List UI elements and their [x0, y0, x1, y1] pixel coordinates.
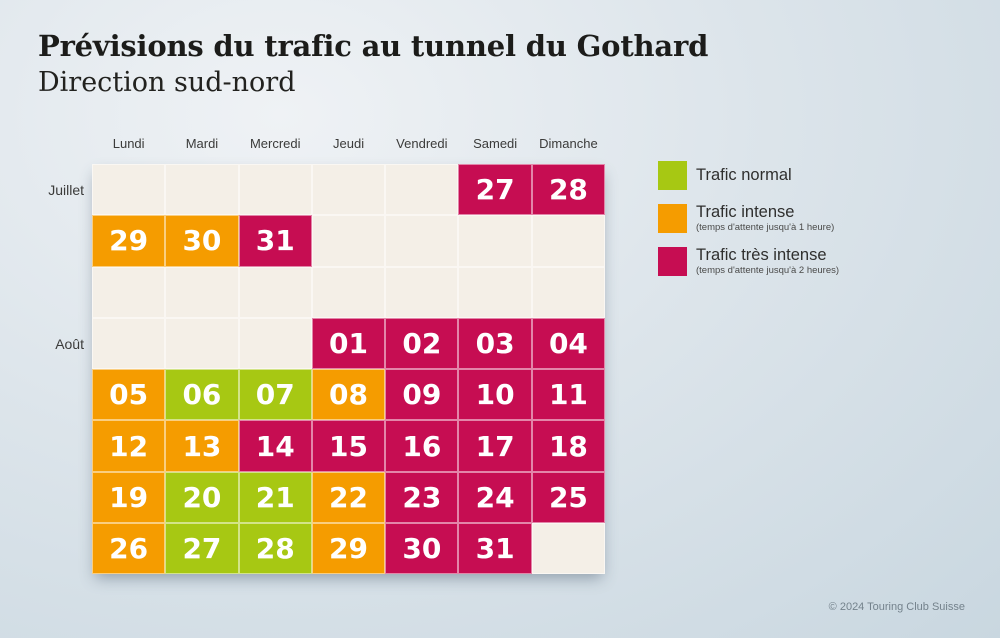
legend-swatch-normal: [658, 161, 687, 190]
calendar-cell: 29: [92, 215, 166, 267]
day-of-week-header-row: Lundi Mardi Mercredi Jeudi Vendredi Samedi Dim…: [92, 136, 605, 151]
legend-swatch-very_intense: [658, 247, 687, 277]
calendar-cell: 09: [385, 369, 459, 421]
calendar-cell: 17: [458, 420, 532, 472]
calendar-cell: 22: [311, 471, 386, 524]
calendar-cell: 29: [311, 523, 386, 575]
calendar-cell: 03: [458, 317, 532, 370]
calendar-cell: [92, 266, 166, 318]
calendar-cell: 07: [238, 369, 312, 421]
calendar-cell: 06: [165, 369, 239, 421]
day-header: Samedi: [473, 136, 518, 151]
legend-text: Trafic très intense (temps d'attente jusq…: [696, 246, 839, 276]
page-title: Prévisions du trafic au tunnel du Gothar…: [38, 29, 709, 63]
calendar-cell: 14: [238, 420, 312, 472]
month-label: Juillet: [48, 182, 84, 198]
calendar-cell: 27: [165, 523, 239, 575]
legend-sublabel: (temps d'attente jusqu'à 2 heures): [696, 265, 840, 277]
legend-item: Trafic intense (temps d'attente jusqu'à 1…: [658, 203, 839, 233]
calendar-cell: 28: [238, 523, 312, 575]
calendar-cell: [92, 164, 166, 216]
calendar-cell: [238, 266, 312, 318]
calendar-cell: 28: [531, 164, 606, 216]
calendar-cell: 08: [311, 369, 386, 421]
calendar-cell: [385, 266, 459, 318]
month-label: Août: [55, 335, 84, 352]
calendar-cell: [385, 164, 459, 216]
calendar-cell: [531, 523, 606, 575]
legend-text: Trafic intense (temps d'attente jusqu'à 1…: [696, 203, 834, 233]
calendar-cell: 12: [92, 420, 166, 472]
calendar-cell: 13: [165, 420, 239, 472]
calendar-cell: 24: [458, 471, 532, 524]
day-header: Lundi: [112, 136, 145, 151]
calendar-cell: 18: [531, 420, 606, 472]
calendar-cell: 19: [92, 471, 166, 524]
calendar-cell: 31: [458, 523, 532, 575]
copyright-notice: © 2024 Touring Club Suisse: [828, 601, 965, 613]
calendar-cell: 16: [385, 420, 459, 472]
calendar-cell: 25: [531, 471, 606, 524]
calendar-cell: 21: [238, 471, 312, 524]
legend-label: Trafic normal: [696, 166, 792, 185]
day-header: Mardi: [185, 136, 219, 151]
legend-label: Trafic intense: [696, 203, 795, 221]
calendar-cell: [165, 164, 239, 216]
calendar-cell: 05: [92, 369, 166, 421]
day-header: Vendredi: [396, 136, 448, 151]
calendar-cell: 30: [165, 215, 239, 267]
calendar-cell: [531, 266, 606, 318]
calendar-cell: 10: [458, 369, 532, 421]
day-header: Dimanche: [539, 136, 598, 151]
calendar-cell: 26: [92, 523, 166, 575]
legend-item: Trafic normal: [658, 161, 839, 190]
header: Prévisions du trafic au tunnel du Gothar…: [38, 28, 708, 99]
calendar-cell: [458, 215, 532, 267]
calendar-cell: 04: [531, 317, 606, 370]
legend-label: Trafic très intense: [696, 246, 827, 265]
calendar-cell: 30: [385, 523, 459, 575]
calendar-cell: [531, 215, 606, 267]
calendar-cell: 15: [311, 420, 386, 472]
calendar-cell: [165, 317, 239, 370]
day-header: Jeudi: [333, 136, 365, 151]
calendar-cell: [385, 215, 459, 267]
calendar-cell: 31: [238, 215, 312, 267]
calendar-cell: [311, 164, 386, 216]
day-header: Mercredi: [249, 136, 301, 151]
calendar-cell: 11: [531, 369, 606, 421]
calendar-cell: [311, 215, 386, 267]
legend-sublabel: (temps d'attente jusqu'à 1 heure): [696, 221, 835, 233]
legend-text: Trafic normal: [696, 166, 792, 185]
page-subtitle: Direction sud-nord: [38, 66, 296, 98]
legend-item: Trafic très intense (temps d'attente jusq…: [658, 246, 839, 276]
traffic-calendar-grid: 27 28 29 30 31 01 02 03 04 05 06 07 08 09 10 11 12 13 14 15…: [92, 164, 606, 575]
calendar-cell: 23: [385, 471, 459, 524]
legend-swatch-intense: [658, 203, 687, 233]
calendar-cell: 01: [311, 317, 386, 370]
calendar-cell: [238, 317, 312, 370]
calendar-cell: 02: [385, 317, 459, 370]
calendar-cell: [311, 266, 386, 318]
legend: Trafic normal Trafic intense (temps d'atte…: [658, 161, 839, 290]
calendar-cell: [238, 164, 312, 216]
calendar-cell: 27: [458, 164, 532, 216]
calendar-cell: [458, 266, 532, 318]
calendar-cell: [92, 317, 166, 370]
calendar-cell: 20: [165, 471, 239, 524]
calendar-cell: [165, 266, 239, 318]
